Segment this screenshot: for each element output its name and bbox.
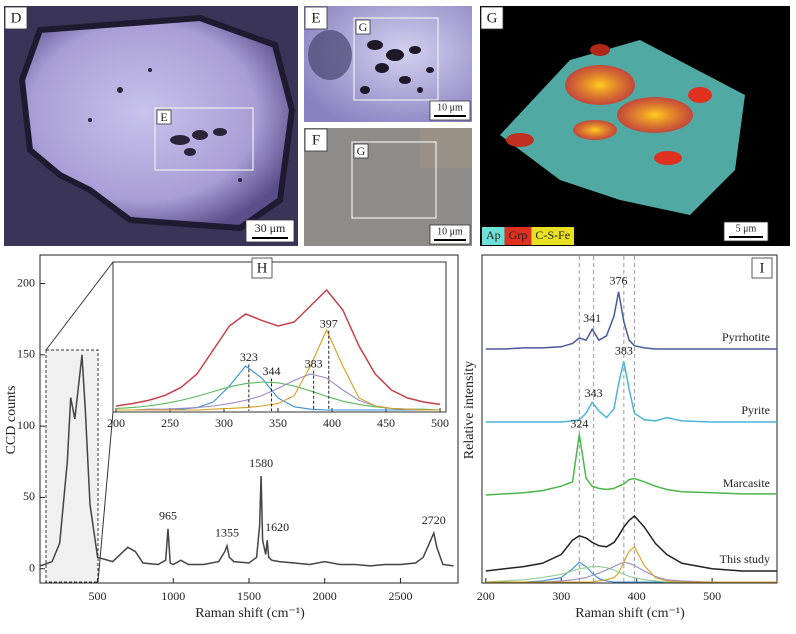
y-axis-label: CCD counts xyxy=(4,386,19,455)
peak-label: 965 xyxy=(159,509,177,523)
panel-label: D xyxy=(11,10,22,26)
zoom-line xyxy=(45,261,114,351)
legend: Ap Grp C-S-Fe xyxy=(482,227,575,245)
x-tick-label: 2500 xyxy=(388,589,412,603)
y-axis-label: Relative intensity xyxy=(462,361,477,459)
peak-label: 341 xyxy=(583,311,601,325)
y-tick-label: 50 xyxy=(23,489,35,503)
scale-label: 30 μm xyxy=(255,221,286,235)
panel-f: F G 10 μm xyxy=(304,128,472,246)
legend-swatch xyxy=(482,227,505,245)
box-label: E xyxy=(160,110,167,124)
panel-label: H xyxy=(257,260,268,276)
x-tick-label: 350 xyxy=(269,416,287,430)
spectrum-line xyxy=(116,328,440,411)
x-tick-label: 450 xyxy=(377,416,395,430)
panel-label: G xyxy=(487,10,498,26)
x-axis-label: Raman shift (cm⁻¹) xyxy=(195,606,305,621)
peak-label: 376 xyxy=(610,274,628,288)
x-tick-label: 1000 xyxy=(161,589,185,603)
panel-d: D E 30 μm xyxy=(4,6,298,246)
y-tick-label: 100 xyxy=(17,418,35,432)
y-tick-label: 0 xyxy=(29,560,35,574)
plot-frame xyxy=(481,254,778,584)
peak-label: 343 xyxy=(585,386,603,400)
legend-swatch xyxy=(531,227,575,245)
x-tick-label: 500 xyxy=(89,589,107,603)
series-label: Pyrrhotite xyxy=(722,330,770,344)
zoom-line xyxy=(97,411,114,583)
peak-label: 1355 xyxy=(215,526,239,540)
spectrum-line xyxy=(485,514,777,572)
x-axis-label: Raman shift (cm⁻¹) xyxy=(575,606,685,621)
panel-label: E xyxy=(311,10,320,26)
spectrum-line xyxy=(485,561,777,583)
x-tick-label: 200 xyxy=(477,589,495,603)
peak-label: 323 xyxy=(240,350,258,364)
series-label: Pyrite xyxy=(741,403,770,417)
spectrum-line xyxy=(39,354,454,567)
x-tick-label: 300 xyxy=(215,416,233,430)
legend-label: Grp xyxy=(509,228,528,242)
y-tick-label: 200 xyxy=(17,275,35,289)
x-tick-label: 2000 xyxy=(313,589,337,603)
spectrum-line xyxy=(485,566,777,583)
spectrum-line xyxy=(485,361,777,423)
scale-label: 10 μm xyxy=(437,226,463,237)
legend-label: C-S-Fe xyxy=(535,228,570,242)
scale-label: 5 μm xyxy=(736,223,757,234)
peak-label: 383 xyxy=(615,343,633,357)
peak-label: 1620 xyxy=(265,520,289,534)
legend-label: Ap xyxy=(486,228,501,242)
peak-label: 1580 xyxy=(249,456,273,470)
x-tick-label: 300 xyxy=(552,589,570,603)
spectrum-line xyxy=(115,288,441,407)
x-tick-label: 500 xyxy=(703,589,721,603)
spectrum-line xyxy=(485,434,777,496)
y-tick-label: 150 xyxy=(17,347,35,361)
panel-label: F xyxy=(312,132,320,148)
panel-g: G Ap Grp C-S-Fe 5 μm xyxy=(480,6,790,246)
spectrum-line xyxy=(485,545,777,583)
scale-label: 10 μm xyxy=(437,102,463,113)
series-label: Marcasite xyxy=(723,476,770,490)
inset-frame xyxy=(112,261,447,413)
box-label: G xyxy=(357,144,366,158)
zoom-box xyxy=(45,349,99,583)
panel-e: E G 10 μm xyxy=(304,6,472,122)
peak-label: 344 xyxy=(263,364,281,378)
panel-label: I xyxy=(760,260,765,276)
peak-label: 397 xyxy=(320,317,338,331)
x-tick-label: 400 xyxy=(628,589,646,603)
peak-label: 383 xyxy=(305,357,323,371)
x-tick-label: 1500 xyxy=(237,589,261,603)
x-tick-label: 500 xyxy=(431,416,449,430)
x-tick-label: 250 xyxy=(161,416,179,430)
series-label: This study xyxy=(720,552,770,566)
x-tick-label: 200 xyxy=(107,416,125,430)
legend-swatch xyxy=(504,227,532,245)
peak-label: 2720 xyxy=(422,513,446,527)
x-tick-label: 400 xyxy=(323,416,341,430)
spectrum-line xyxy=(485,291,777,350)
box-label: G xyxy=(359,20,368,34)
peak-label: 324 xyxy=(570,416,588,430)
